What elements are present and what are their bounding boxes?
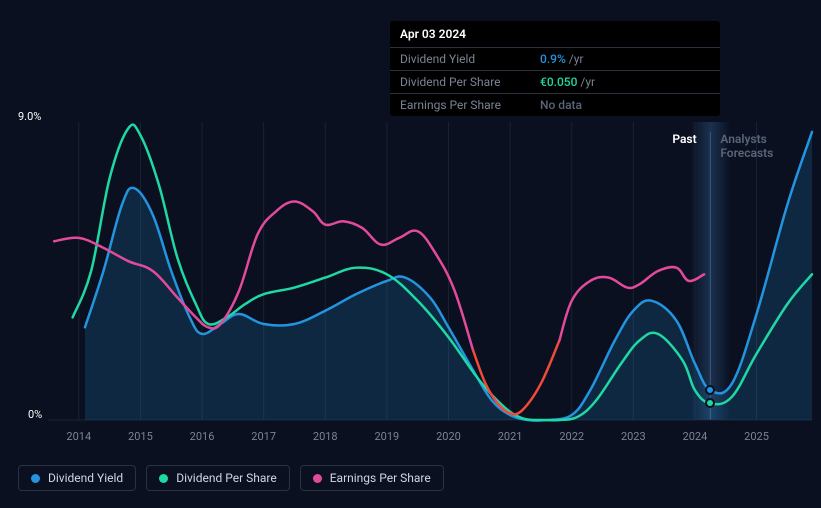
legend-label: Dividend Yield <box>48 471 123 485</box>
x-axis-year-label: 2024 <box>683 430 708 443</box>
x-axis-year-label: 2023 <box>621 430 646 443</box>
x-axis-year-label: 2016 <box>190 430 215 443</box>
past-label: Past <box>672 132 696 146</box>
tooltip-date: Apr 03 2024 <box>390 21 720 48</box>
legend-item[interactable]: Earnings Per Share <box>300 465 444 491</box>
x-axis-year-label: 2021 <box>498 430 523 443</box>
x-axis-year-label: 2014 <box>66 430 91 443</box>
x-axis-year-label: 2025 <box>744 430 769 443</box>
x-axis-year-label: 2022 <box>559 430 584 443</box>
legend-label: Dividend Per Share <box>176 471 277 485</box>
legend-dot-icon <box>31 474 40 483</box>
tooltip-row: Earnings Per Share No data <box>390 94 720 116</box>
x-axis-year-label: 2017 <box>251 430 276 443</box>
series-marker <box>705 385 715 395</box>
y-axis-min-label: 0% <box>28 408 42 421</box>
forecast-label: Analysts Forecasts <box>720 132 821 160</box>
series-marker <box>705 398 715 408</box>
legend-dot-icon <box>313 474 322 483</box>
legend-label: Earnings Per Share <box>330 471 431 485</box>
chart-container: 9.0% 0% 2014 2015 2016 2017 2018 2019 2020 2021 20… <box>0 0 821 508</box>
tooltip-value: No data <box>540 98 582 112</box>
x-axis-year-label: 2015 <box>128 430 153 443</box>
tooltip-row: Dividend Yield 0.9% /yr <box>390 48 720 71</box>
tooltip-label: Earnings Per Share <box>400 98 520 112</box>
legend-dot-icon <box>159 474 168 483</box>
chart-tooltip: Apr 03 2024Dividend Yield0.9% /yrDividen… <box>390 21 720 116</box>
tooltip-value: 0.9% /yr <box>540 52 583 66</box>
tooltip-label: Dividend Per Share <box>400 75 520 89</box>
legend-item[interactable]: Dividend Yield <box>18 465 136 491</box>
tooltip-row: Dividend Per Share €0.050 /yr <box>390 71 720 94</box>
x-axis-year-label: 2018 <box>313 430 338 443</box>
y-axis-max-label: 9.0% <box>18 110 41 123</box>
tooltip-label: Dividend Yield <box>400 52 520 66</box>
legend-item[interactable]: Dividend Per Share <box>146 465 290 491</box>
x-axis-year-label: 2020 <box>436 430 461 443</box>
x-axis-year-label: 2019 <box>374 430 399 443</box>
tooltip-value: €0.050 /yr <box>540 75 595 89</box>
chart-legend: Dividend Yield Dividend Per Share Earnings… <box>18 465 444 491</box>
